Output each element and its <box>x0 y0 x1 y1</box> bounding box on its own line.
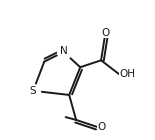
Text: OH: OH <box>120 69 136 79</box>
Text: N: N <box>60 46 68 56</box>
Text: O: O <box>98 122 106 132</box>
Text: S: S <box>30 87 36 96</box>
Text: O: O <box>102 28 110 38</box>
